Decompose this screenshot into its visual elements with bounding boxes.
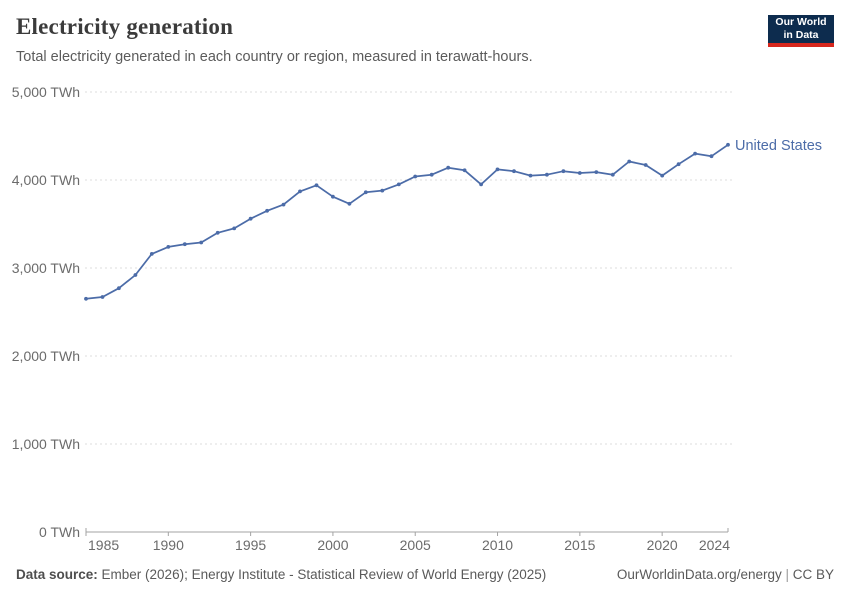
data-point-marker (232, 226, 237, 231)
data-point-marker (363, 190, 368, 195)
data-point-marker (479, 182, 483, 187)
x-axis-tick-label: 1990 (153, 537, 184, 553)
license-link[interactable]: CC BY (792, 567, 834, 582)
y-axis-tick-label: 2,000 TWh (12, 348, 80, 364)
data-point-marker (182, 242, 187, 247)
y-axis-tick-label: 3,000 TWh (12, 260, 80, 276)
data-series-line[interactable] (85, 144, 729, 300)
data-point-marker (117, 286, 121, 291)
data-point-marker (462, 168, 467, 173)
owid-logo-line1: Our World (775, 15, 827, 28)
data-point-marker (495, 167, 500, 172)
data-point-marker (396, 182, 401, 187)
data-point-marker (100, 295, 105, 299)
x-axis-tick-label: 1985 (88, 537, 119, 553)
data-point-marker (347, 201, 352, 206)
data-point-marker (643, 163, 648, 167)
data-point-marker (413, 174, 418, 179)
chart-header: Electricity generation Total electricity… (16, 14, 750, 67)
data-source-label: Data source: (16, 567, 98, 582)
data-point-marker (627, 159, 632, 164)
y-axis-tick-label: 1,000 TWh (12, 436, 80, 452)
data-point-marker (561, 169, 566, 174)
owid-url-link[interactable]: OurWorldinData.org/energy (616, 567, 782, 582)
data-point-marker (380, 188, 385, 193)
x-axis-tick-label: 1995 (235, 537, 266, 553)
y-axis-tick-label: 5,000 TWh (12, 84, 80, 100)
data-point-marker (215, 230, 220, 235)
data-point-marker (512, 169, 516, 174)
data-point-marker (610, 172, 615, 177)
data-point-marker (149, 252, 154, 256)
y-axis-tick-label: 0 TWh (39, 524, 80, 540)
data-point-marker (594, 170, 599, 174)
data-point-marker (248, 216, 253, 221)
data-point-marker (726, 142, 730, 147)
y-axis-tick-label: 4,000 TWh (12, 172, 80, 188)
data-point-marker (199, 240, 204, 245)
x-axis-tick-label: 2020 (647, 537, 678, 553)
owid-logo[interactable]: Our World in Data (768, 15, 834, 47)
data-point-marker (331, 194, 335, 199)
x-axis-tick-label: 2024 (699, 537, 730, 553)
data-point-marker (577, 171, 582, 175)
x-axis-tick-label: 2000 (317, 537, 348, 553)
page-title: Electricity generation (16, 14, 234, 39)
data-point-marker (265, 208, 269, 213)
entity-label[interactable]: United States (735, 138, 822, 154)
data-source-note[interactable]: Data source: Ember (2026); Energy Instit… (16, 566, 546, 584)
data-point-marker (676, 162, 681, 167)
data-point-marker (693, 151, 697, 156)
data-point-marker (298, 189, 302, 194)
data-point-marker (314, 183, 319, 188)
data-point-marker (429, 172, 434, 177)
x-axis-tick-label: 2010 (482, 537, 513, 553)
chart-footer: Data source: Ember (2026); Energy Instit… (16, 566, 834, 584)
footer-separator: | (781, 567, 793, 582)
data-point-marker (166, 245, 171, 249)
data-point-marker (545, 172, 549, 177)
data-point-marker (709, 154, 714, 159)
data-point-marker (281, 202, 286, 207)
x-axis-tick-label: 2015 (564, 537, 595, 553)
x-axis-tick-label: 2005 (400, 537, 431, 553)
owid-logo-line2: in Data (783, 29, 819, 41)
data-point-marker (133, 273, 138, 277)
footer-links: OurWorldinData.org/energy | CC BY (617, 566, 834, 584)
line-chart-canvas: 0 TWh 1,000 TWh 2,000 TWh 3,000 TWh 4,000 TW… (12, 84, 822, 553)
data-source-text: Ember (2026); Energy Institute - Statist… (97, 567, 547, 582)
chart-subtitle: Total electricity generated in each coun… (16, 49, 533, 66)
data-point-marker (528, 173, 533, 178)
data-point-marker (446, 165, 451, 170)
data-point-marker (660, 173, 665, 178)
data-point-marker (84, 296, 88, 301)
